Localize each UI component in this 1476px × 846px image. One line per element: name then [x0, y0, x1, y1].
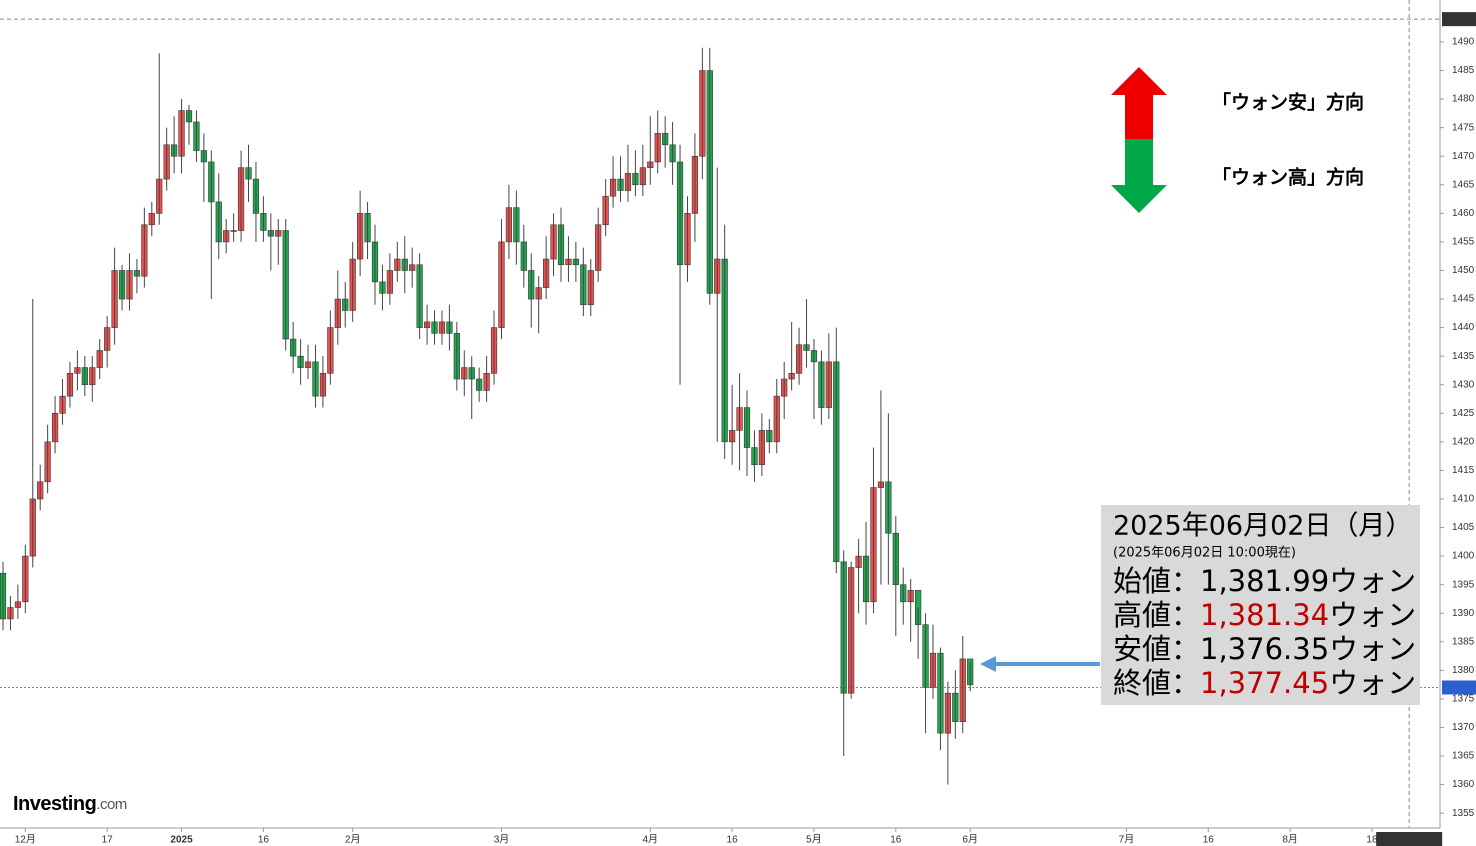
- y-tick-label: 1485: [1452, 65, 1475, 76]
- y-tick-label: 1405: [1452, 522, 1475, 533]
- x-tick-label: 2月: [345, 834, 361, 846]
- pointer-head: [980, 656, 996, 672]
- up-arrow: [1111, 67, 1167, 139]
- info-unit: ウォン: [1329, 598, 1416, 632]
- y-tick-label: 1385: [1452, 636, 1475, 647]
- crosshair-date-box: [1376, 832, 1443, 846]
- y-tick-label: 1445: [1452, 294, 1475, 305]
- info-box: [1101, 505, 1420, 705]
- logo-main: Investing: [13, 793, 96, 815]
- info-row: 終値：1,377.45ウォン: [1113, 666, 1416, 700]
- x-tick-label: 16: [890, 835, 902, 846]
- y-tick-label: 1410: [1452, 494, 1475, 505]
- annotation: 「ウォン高」方向: [1212, 166, 1364, 189]
- info-label: 高値：: [1113, 598, 1200, 632]
- x-tick-label: 5月: [806, 834, 822, 846]
- y-tick-label: 1480: [1452, 94, 1475, 105]
- y-tick-label: 1465: [1452, 179, 1475, 190]
- info-rows: 始値：1,381.99ウォン高値：1,381.34ウォン安値：1,376.35ウ…: [1113, 564, 1416, 700]
- info-unit: ウォン: [1329, 666, 1416, 700]
- y-tick-label: 1425: [1452, 408, 1475, 419]
- y-tick-label: 1455: [1452, 237, 1475, 248]
- y-tick-label: 1400: [1452, 551, 1475, 562]
- info-label: 安値：: [1113, 632, 1200, 666]
- info-note: (2025年06月02日 10:00現在): [1113, 546, 1296, 561]
- info-row: 高値：1,381.34ウォン: [1113, 598, 1416, 632]
- y-tick-label: 1435: [1452, 351, 1475, 362]
- x-tick-label: 17: [102, 835, 114, 846]
- y-tick-label: 1365: [1452, 751, 1475, 762]
- info-label: 始値：: [1113, 564, 1200, 598]
- x-tick-label: 4月: [642, 834, 658, 846]
- info-value: 1,381.99: [1200, 564, 1329, 598]
- y-tick-label: 1430: [1452, 379, 1475, 390]
- x-tick-label: 8月: [1282, 834, 1298, 846]
- info-unit: ウォン: [1329, 632, 1416, 666]
- info-unit: ウォン: [1329, 564, 1416, 598]
- y-tick-label: 1470: [1452, 151, 1475, 162]
- y-tick-label: 1490: [1452, 37, 1475, 48]
- y-tick-label: 1440: [1452, 322, 1475, 333]
- logo-suffix: .com: [96, 796, 127, 813]
- y-tick-label: 1460: [1452, 208, 1475, 219]
- y-tick-label: 1395: [1452, 579, 1475, 590]
- down-arrow: [1111, 139, 1167, 213]
- x-tick-label: 16: [1203, 835, 1215, 846]
- x-tick-label: 16: [727, 835, 739, 846]
- logo: Investing.com: [13, 793, 127, 815]
- info-value: 1,376.35: [1200, 632, 1329, 666]
- y-tick-label: 1370: [1452, 722, 1475, 733]
- y-tick-label: 1375: [1452, 694, 1475, 705]
- y-tick-label: 1415: [1452, 465, 1475, 476]
- info-value: 1,377.45: [1200, 666, 1329, 700]
- y-tick-label: 1475: [1452, 122, 1475, 133]
- y-tick-label: 1390: [1452, 608, 1475, 619]
- last-price-box: [1442, 680, 1476, 695]
- annotation: 「ウォン安」方向: [1212, 91, 1364, 114]
- x-tick-label: 2025: [170, 835, 193, 846]
- x-tick-label: 18: [1366, 835, 1378, 846]
- info-row: 始値：1,381.99ウォン: [1113, 564, 1416, 598]
- info-date: 2025年06月02日（月）: [1113, 511, 1412, 542]
- x-tick-label: 16: [258, 835, 270, 846]
- y-tick-label: 1360: [1452, 779, 1475, 790]
- x-tick-label: 6月: [962, 834, 978, 846]
- y-tick-label: 1380: [1452, 665, 1475, 676]
- y-tick-label: 1420: [1452, 436, 1475, 447]
- crosshair-price-box: [1442, 12, 1476, 27]
- x-tick-label: 7月: [1119, 834, 1135, 846]
- info-label: 終値：: [1113, 666, 1200, 700]
- x-tick-label: 3月: [494, 834, 510, 846]
- info-value: 1,381.34: [1200, 598, 1329, 632]
- y-tick-label: 1355: [1452, 808, 1475, 819]
- x-tick-label: 12月: [15, 834, 36, 846]
- info-row: 安値：1,376.35ウォン: [1113, 632, 1416, 666]
- y-tick-label: 1450: [1452, 265, 1475, 276]
